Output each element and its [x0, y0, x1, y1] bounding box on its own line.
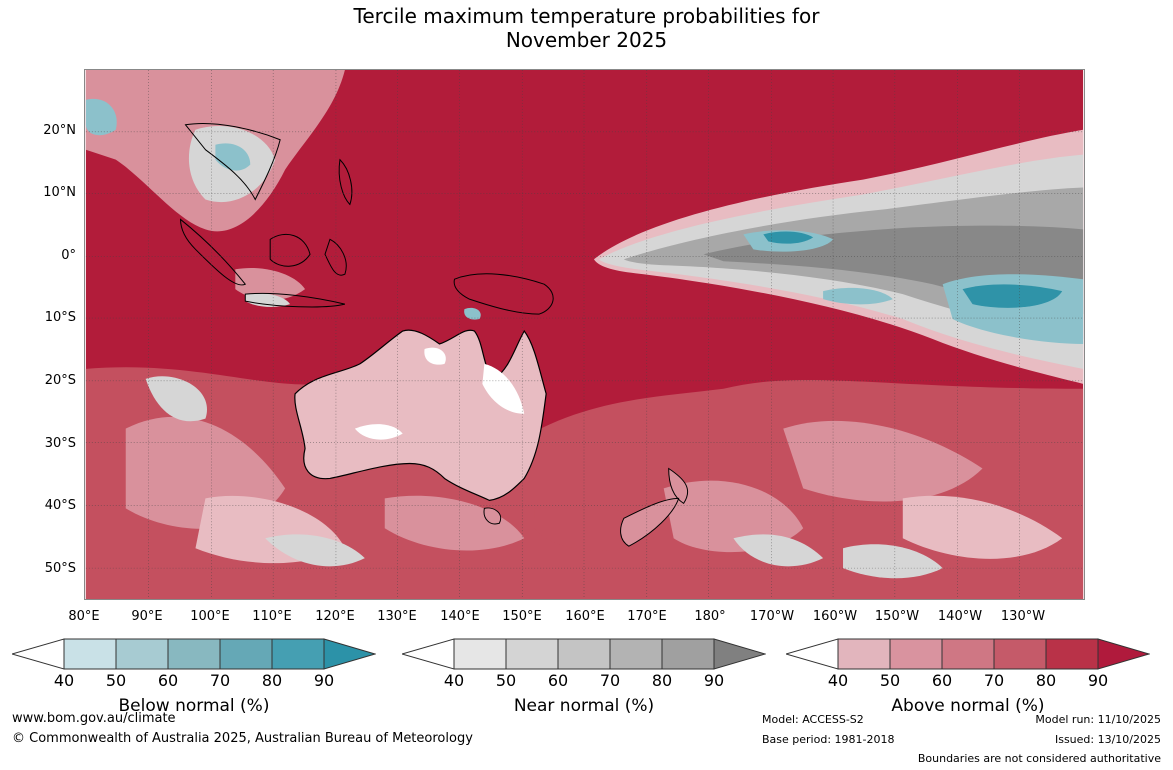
lon-label-150e: 150°E	[502, 609, 542, 624]
footer-base-period: Base period: 1981-2018	[762, 733, 895, 746]
maritime-islands	[180, 122, 353, 308]
australia-landmass	[294, 329, 547, 525]
lon-label-170e: 170°E	[627, 609, 667, 624]
footer-issued: Issued: 13/10/2025	[1054, 733, 1161, 746]
new-guinea	[453, 273, 554, 315]
lon-label-90e: 90°E	[131, 609, 163, 624]
legend-below-tick: 60	[157, 671, 179, 690]
title-line-1: Tercile maximum temperature probabilitie…	[353, 4, 820, 28]
legend-above-tick: 90	[1087, 671, 1109, 690]
lon-label-80e: 80°E	[68, 609, 100, 624]
new-zealand	[620, 467, 689, 547]
lon-label-140w: 140°W	[937, 609, 983, 624]
pacific-cold-tongue	[593, 129, 1084, 384]
legend-below-colorbar	[12, 638, 376, 670]
lon-label-110e: 110°E	[252, 609, 292, 624]
lat-label-30s: 30°S	[44, 436, 76, 451]
title-line-2: November 2025	[505, 28, 668, 52]
footer-model-run: Model run: 11/10/2025	[1035, 713, 1161, 726]
lat-label-20s: 20°S	[44, 373, 76, 388]
legend-near-normal	[402, 638, 766, 670]
lat-label-0: 0°	[61, 248, 76, 263]
footer-website: www.bom.gov.au/climate	[12, 711, 176, 726]
lat-label-40s: 40°S	[44, 498, 76, 513]
legend-below-normal	[12, 638, 376, 670]
lat-label-20n: 20°N	[43, 123, 76, 138]
lon-label-130w: 130°W	[1000, 609, 1046, 624]
lon-label-160e: 160°E	[565, 609, 605, 624]
legend-near-colorbar	[402, 638, 766, 670]
lat-label-50s: 50°S	[44, 561, 76, 576]
lon-label-130e: 130°E	[377, 609, 417, 624]
lon-label-140e: 140°E	[440, 609, 480, 624]
probability-map	[84, 69, 1085, 600]
legend-near-tick: 70	[599, 671, 621, 690]
legend-above-tick: 50	[879, 671, 901, 690]
lon-label-180: 180°	[694, 609, 726, 624]
lon-label-170w: 170°W	[749, 609, 795, 624]
legend-below-tick: 70	[209, 671, 231, 690]
legend-below-tick: 80	[261, 671, 283, 690]
legend-below-tick: 90	[313, 671, 335, 690]
se-asia-patches	[85, 70, 345, 307]
legend-near-title: Near normal (%)	[513, 696, 655, 716]
legend-below-title: Below normal (%)	[118, 696, 270, 716]
lat-label-10n: 10°N	[43, 185, 76, 200]
legend-near-tick: 40	[443, 671, 465, 690]
legend-near-tick: 60	[547, 671, 569, 690]
lon-label-100e: 100°E	[190, 609, 230, 624]
lon-label-150w: 150°W	[874, 609, 920, 624]
lat-label-10s: 10°S	[44, 310, 76, 325]
legend-near-tick: 90	[703, 671, 725, 690]
footer-copyright: © Commonwealth of Australia 2025, Austra…	[12, 731, 473, 746]
footer-boundaries-note: Boundaries are not considered authoritat…	[917, 752, 1161, 765]
footer-model: Model: ACCESS-S2	[762, 713, 864, 726]
legend-above-title: Above normal (%)	[891, 696, 1045, 716]
legend-above-tick: 70	[983, 671, 1005, 690]
legend-above-tick: 60	[931, 671, 953, 690]
legend-below-tick: 40	[53, 671, 75, 690]
legend-near-tick: 80	[651, 671, 673, 690]
legend-above-colorbar	[786, 638, 1150, 670]
legend-near-tick: 50	[495, 671, 517, 690]
legend-above-tick: 40	[827, 671, 849, 690]
legend-above-normal	[786, 638, 1150, 670]
lon-label-120e: 120°E	[315, 609, 355, 624]
legend-below-tick: 50	[105, 671, 127, 690]
lon-label-160w: 160°W	[812, 609, 858, 624]
legend-above-tick: 80	[1035, 671, 1057, 690]
graticule	[85, 70, 1084, 599]
map-title: Tercile maximum temperature probabilitie…	[0, 4, 1173, 52]
